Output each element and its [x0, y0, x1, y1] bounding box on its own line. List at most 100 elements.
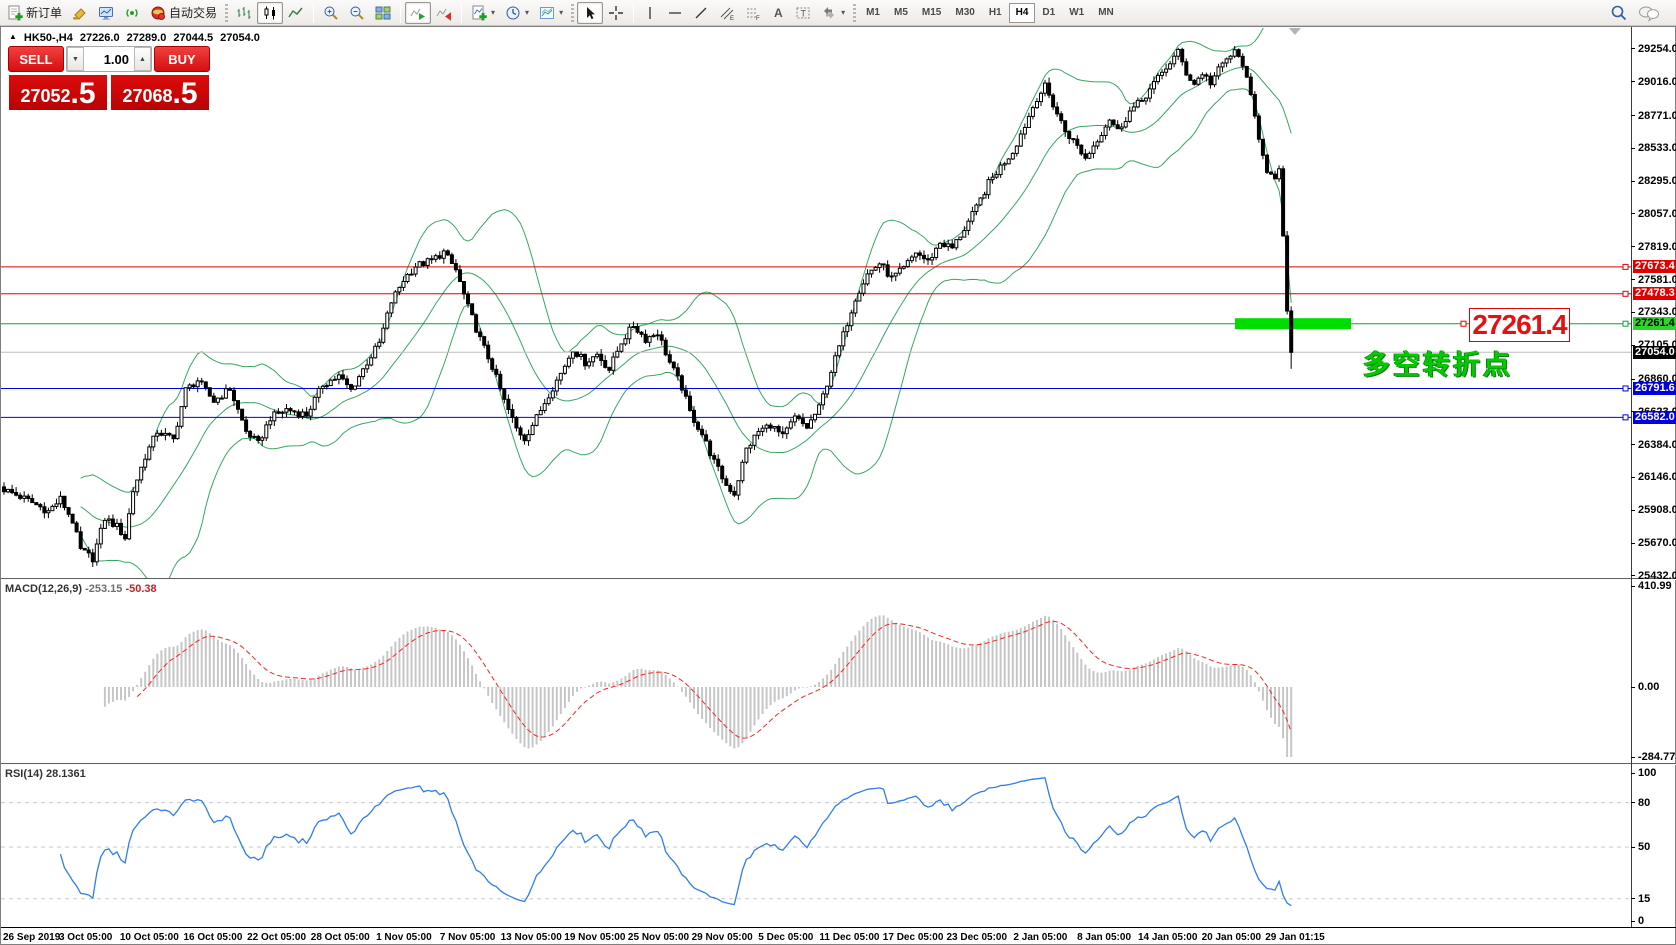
indicators-icon: [471, 5, 487, 21]
buy-price-tile[interactable]: 27068 .5: [110, 74, 210, 111]
rsi-tick: [1631, 898, 1635, 900]
toolbar-group-charttype: [231, 1, 309, 25]
macd-indicator-label: MACD(12,26,9) -253.15 -50.38: [5, 583, 157, 595]
search-icon[interactable]: [1610, 4, 1628, 22]
time-axis-label: 17 Dec 05:00: [882, 932, 944, 943]
toolbar-separator: [400, 2, 402, 23]
price-tick: [1631, 246, 1635, 248]
templates-dropdown-arrow[interactable]: ▾: [559, 8, 564, 17]
time-axis-separator: [1, 927, 1676, 928]
text-label-tool[interactable]: T: [790, 2, 816, 24]
toolbar-grip[interactable]: [225, 3, 229, 22]
main-price-chart[interactable]: [1, 28, 1631, 578]
macd-pane[interactable]: [1, 580, 1631, 763]
flag-handle[interactable]: [1460, 320, 1467, 327]
zoom-in-button[interactable]: [318, 2, 344, 24]
line-handle[interactable]: [1622, 290, 1629, 297]
toolbar-group-zoom: [318, 1, 396, 25]
price-tick: [1631, 180, 1635, 182]
equidistant-channel-icon: E: [719, 5, 735, 21]
tf-mn[interactable]: MN: [1098, 7, 1114, 18]
scroll-to-end-marker[interactable]: [1289, 28, 1301, 35]
new-order-button[interactable]: 新订单: [2, 2, 67, 24]
volume-increase-button[interactable]: ▲: [134, 47, 151, 71]
one-click-trade-panel: SELL ▼ 1.00 ▲ BUY 27052 .5 27068 .5: [8, 46, 210, 111]
line-handle[interactable]: [1622, 414, 1629, 421]
terminal-button[interactable]: [93, 2, 119, 24]
metaeditor-button[interactable]: [67, 2, 93, 24]
periods-dropdown-arrow[interactable]: ▾: [525, 8, 530, 17]
horizontal-line-tool[interactable]: [662, 2, 688, 24]
price-tick-label: 28771.0: [1638, 109, 1676, 122]
volume-decrease-button[interactable]: ▼: [67, 47, 84, 71]
periods-button[interactable]: ▾: [500, 2, 534, 24]
zoom-in-icon: [323, 5, 339, 21]
tile-windows-button[interactable]: [370, 2, 396, 24]
arrows-dropdown-arrow[interactable]: ▾: [841, 8, 846, 17]
price-flag-label[interactable]: 27261.4: [1469, 308, 1570, 342]
line-handle[interactable]: [1622, 320, 1629, 327]
tf-w1[interactable]: W1: [1069, 7, 1085, 18]
vertical-line-tool[interactable]: [638, 2, 662, 24]
chat-icon[interactable]: [1638, 4, 1660, 22]
pane-separator-macd[interactable]: [1, 578, 1676, 580]
tf-m30[interactable]: M30: [955, 7, 975, 18]
time-axis-label: 5 Dec 05:00: [758, 932, 814, 943]
toolbar-separator: [633, 2, 635, 23]
line-chart-button[interactable]: [283, 2, 309, 24]
time-axis-label: 2 Jan 05:00: [1013, 932, 1068, 943]
bar-chart-button[interactable]: [231, 2, 257, 24]
indicators-button[interactable]: ▾: [466, 2, 500, 24]
pane-separator-rsi[interactable]: [1, 763, 1676, 765]
toolbar-grip[interactable]: [853, 3, 857, 22]
signals-button[interactable]: [119, 2, 145, 24]
auto-scroll-button[interactable]: [405, 1, 432, 24]
cursor-button[interactable]: [577, 1, 604, 24]
buy-button[interactable]: BUY: [154, 46, 210, 72]
zoom-out-button[interactable]: [344, 2, 370, 24]
ohlc-low: 27044.5: [173, 32, 214, 44]
price-tick: [1631, 48, 1635, 50]
trade-panel-collapse-icon[interactable]: ▲: [9, 32, 17, 41]
tf-h1[interactable]: H1: [988, 7, 1002, 18]
candlestick-chart-button[interactable]: [257, 1, 284, 24]
time-axis-label: 13 Nov 05:00: [500, 932, 562, 943]
turning-point-note[interactable]: 多空转折点: [1363, 350, 1513, 380]
volume-input[interactable]: 1.00: [103, 51, 129, 67]
svg-text:T: T: [801, 8, 807, 18]
line-handle[interactable]: [1622, 385, 1629, 392]
tf-m5[interactable]: M5: [894, 7, 908, 18]
crosshair-button[interactable]: [603, 2, 629, 24]
rsi-axis-label: 80: [1638, 796, 1651, 809]
chart-symbol-period: HK50-,H4: [23, 32, 73, 44]
indicators-dropdown-arrow[interactable]: ▾: [491, 8, 496, 17]
tf-m15[interactable]: M15: [921, 7, 942, 18]
macd-histogram: [103, 615, 1293, 757]
chart-shift-button[interactable]: [431, 2, 457, 24]
rsi-axis-label: 15: [1638, 892, 1651, 905]
macd-axis-label: 410.99: [1638, 580, 1672, 592]
autotrading-button[interactable]: 自动交易: [145, 2, 222, 24]
price-tick-label: 26384.0: [1638, 438, 1676, 451]
text-tool[interactable]: A: [766, 2, 790, 24]
rsi-pane[interactable]: [1, 765, 1631, 927]
vertical-line-icon: [643, 5, 657, 21]
sell-button[interactable]: SELL: [8, 46, 64, 72]
autotrading-label: 自动交易: [169, 6, 218, 20]
new-order-icon: [7, 5, 23, 21]
arrows-tool[interactable]: ▾: [816, 2, 850, 24]
line-handle[interactable]: [1622, 263, 1629, 270]
sell-price-tile[interactable]: 27052 .5: [8, 74, 108, 111]
tf-h4[interactable]: H4: [1008, 2, 1036, 23]
fibonacci-tool[interactable]: F: [740, 2, 766, 24]
trendline-tool[interactable]: [688, 2, 714, 24]
tf-d1[interactable]: D1: [1042, 7, 1056, 18]
templates-button[interactable]: ▾: [534, 2, 568, 24]
price-tick: [1631, 147, 1635, 149]
equidistant-channel-tool[interactable]: E: [714, 2, 740, 24]
new-order-label: 新订单: [26, 6, 63, 20]
bollinger-lower-band: [80, 88, 1292, 578]
tf-m1[interactable]: M1: [866, 7, 880, 18]
toolbar-grip[interactable]: [571, 3, 575, 22]
rsi-axis-label: 0: [1638, 915, 1645, 927]
